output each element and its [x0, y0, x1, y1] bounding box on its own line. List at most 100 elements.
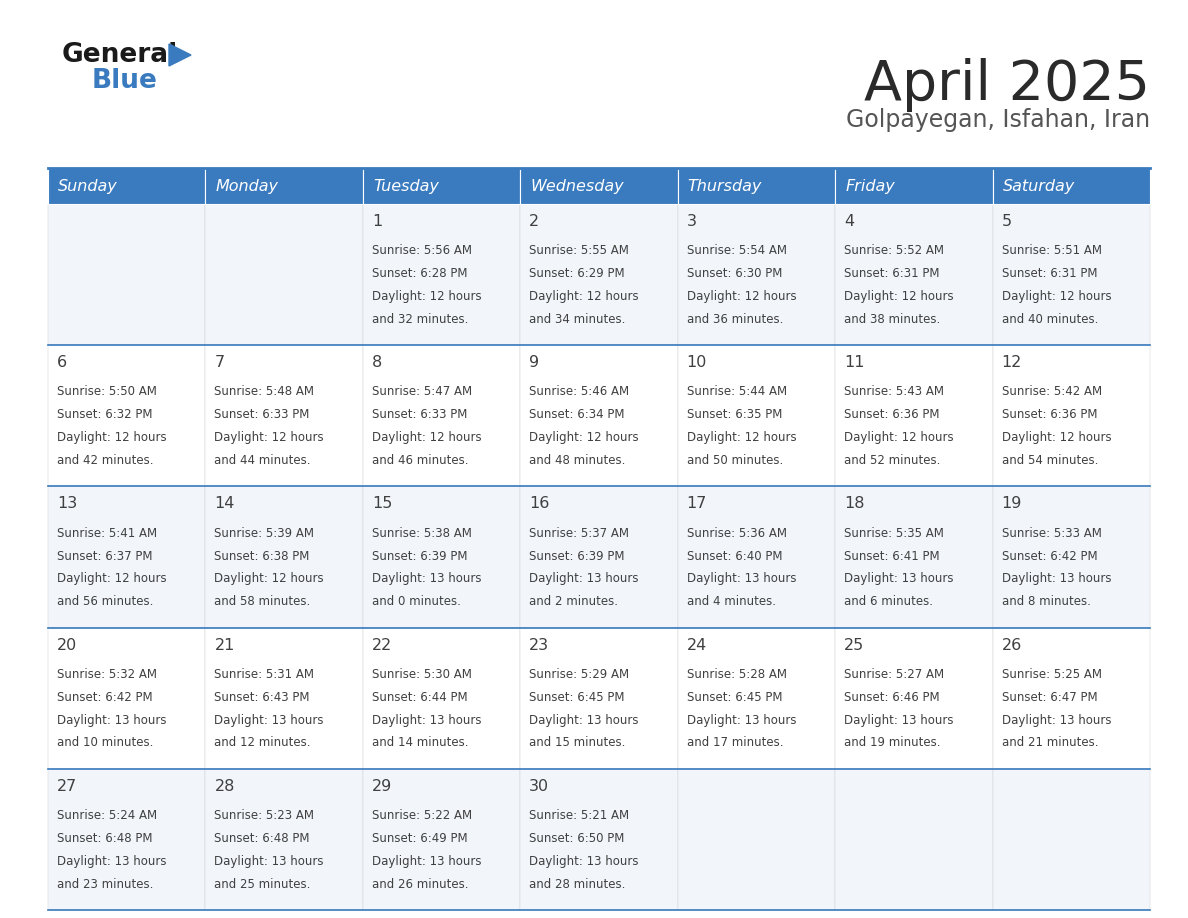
- FancyBboxPatch shape: [520, 768, 677, 910]
- FancyBboxPatch shape: [992, 628, 1150, 768]
- Text: 23: 23: [530, 638, 549, 653]
- Text: Sunset: 6:33 PM: Sunset: 6:33 PM: [214, 409, 310, 421]
- Text: and 0 minutes.: and 0 minutes.: [372, 595, 461, 609]
- Text: Thursday: Thursday: [688, 178, 762, 194]
- Text: and 46 minutes.: and 46 minutes.: [372, 454, 468, 467]
- Text: Sunset: 6:41 PM: Sunset: 6:41 PM: [845, 550, 940, 563]
- Text: Sunrise: 5:36 AM: Sunrise: 5:36 AM: [687, 527, 786, 540]
- Text: Sunrise: 5:29 AM: Sunrise: 5:29 AM: [530, 667, 630, 681]
- Text: 6: 6: [57, 355, 68, 370]
- FancyBboxPatch shape: [992, 768, 1150, 910]
- Text: 13: 13: [57, 497, 77, 511]
- Text: Sunrise: 5:28 AM: Sunrise: 5:28 AM: [687, 667, 786, 681]
- FancyBboxPatch shape: [677, 768, 835, 910]
- Text: Daylight: 12 hours: Daylight: 12 hours: [845, 290, 954, 303]
- Text: Daylight: 12 hours: Daylight: 12 hours: [1001, 290, 1111, 303]
- Text: 7: 7: [214, 355, 225, 370]
- Text: and 23 minutes.: and 23 minutes.: [57, 878, 153, 890]
- FancyBboxPatch shape: [362, 345, 520, 487]
- Text: Wednesday: Wednesday: [530, 178, 624, 194]
- Text: and 15 minutes.: and 15 minutes.: [530, 736, 626, 749]
- FancyBboxPatch shape: [992, 168, 1150, 204]
- Text: and 2 minutes.: and 2 minutes.: [530, 595, 618, 609]
- Text: Sunset: 6:43 PM: Sunset: 6:43 PM: [214, 690, 310, 704]
- Text: 17: 17: [687, 497, 707, 511]
- Text: Sunset: 6:42 PM: Sunset: 6:42 PM: [1001, 550, 1098, 563]
- Text: and 10 minutes.: and 10 minutes.: [57, 736, 153, 749]
- FancyBboxPatch shape: [992, 345, 1150, 487]
- FancyBboxPatch shape: [206, 204, 362, 345]
- Text: 22: 22: [372, 638, 392, 653]
- Text: Daylight: 13 hours: Daylight: 13 hours: [214, 855, 324, 868]
- Text: 9: 9: [530, 355, 539, 370]
- Text: Sunset: 6:47 PM: Sunset: 6:47 PM: [1001, 690, 1098, 704]
- Text: and 44 minutes.: and 44 minutes.: [214, 454, 311, 467]
- Text: Daylight: 13 hours: Daylight: 13 hours: [1001, 713, 1111, 726]
- Text: Sunset: 6:49 PM: Sunset: 6:49 PM: [372, 832, 468, 845]
- Text: and 52 minutes.: and 52 minutes.: [845, 454, 941, 467]
- Text: Daylight: 12 hours: Daylight: 12 hours: [687, 290, 796, 303]
- Text: Sunset: 6:29 PM: Sunset: 6:29 PM: [530, 267, 625, 280]
- Text: Sunrise: 5:35 AM: Sunrise: 5:35 AM: [845, 527, 944, 540]
- Text: 21: 21: [214, 638, 235, 653]
- FancyBboxPatch shape: [206, 487, 362, 628]
- Text: Sunrise: 5:24 AM: Sunrise: 5:24 AM: [57, 809, 157, 822]
- Text: 24: 24: [687, 638, 707, 653]
- Text: Sunset: 6:40 PM: Sunset: 6:40 PM: [687, 550, 782, 563]
- Text: Sunset: 6:32 PM: Sunset: 6:32 PM: [57, 409, 152, 421]
- Text: Daylight: 12 hours: Daylight: 12 hours: [372, 290, 481, 303]
- Text: 30: 30: [530, 778, 549, 794]
- FancyBboxPatch shape: [362, 487, 520, 628]
- FancyBboxPatch shape: [48, 487, 206, 628]
- Text: Sunrise: 5:42 AM: Sunrise: 5:42 AM: [1001, 386, 1101, 398]
- Text: and 48 minutes.: and 48 minutes.: [530, 454, 626, 467]
- Text: Daylight: 12 hours: Daylight: 12 hours: [214, 573, 324, 586]
- FancyBboxPatch shape: [48, 768, 206, 910]
- Text: Sunrise: 5:55 AM: Sunrise: 5:55 AM: [530, 244, 630, 257]
- Text: Sunset: 6:44 PM: Sunset: 6:44 PM: [372, 690, 468, 704]
- Text: 15: 15: [372, 497, 392, 511]
- Text: Sunset: 6:38 PM: Sunset: 6:38 PM: [214, 550, 310, 563]
- FancyBboxPatch shape: [48, 628, 206, 768]
- Text: Sunset: 6:39 PM: Sunset: 6:39 PM: [372, 550, 467, 563]
- FancyBboxPatch shape: [520, 345, 677, 487]
- Text: Sunday: Sunday: [58, 178, 118, 194]
- FancyBboxPatch shape: [206, 628, 362, 768]
- Text: Sunrise: 5:33 AM: Sunrise: 5:33 AM: [1001, 527, 1101, 540]
- Text: Daylight: 12 hours: Daylight: 12 hours: [687, 431, 796, 444]
- Text: Sunrise: 5:50 AM: Sunrise: 5:50 AM: [57, 386, 157, 398]
- Polygon shape: [169, 44, 191, 66]
- Text: Saturday: Saturday: [1003, 178, 1075, 194]
- Text: Sunrise: 5:41 AM: Sunrise: 5:41 AM: [57, 527, 157, 540]
- Text: and 8 minutes.: and 8 minutes.: [1001, 595, 1091, 609]
- Text: Sunrise: 5:22 AM: Sunrise: 5:22 AM: [372, 809, 472, 822]
- FancyBboxPatch shape: [362, 768, 520, 910]
- Text: Daylight: 13 hours: Daylight: 13 hours: [530, 573, 639, 586]
- Text: and 32 minutes.: and 32 minutes.: [372, 313, 468, 326]
- Text: Daylight: 13 hours: Daylight: 13 hours: [845, 713, 954, 726]
- FancyBboxPatch shape: [520, 628, 677, 768]
- Text: 26: 26: [1001, 638, 1022, 653]
- Text: Blue: Blue: [91, 68, 158, 94]
- Text: 19: 19: [1001, 497, 1022, 511]
- Text: and 14 minutes.: and 14 minutes.: [372, 736, 468, 749]
- Text: Sunset: 6:34 PM: Sunset: 6:34 PM: [530, 409, 625, 421]
- Text: Sunrise: 5:43 AM: Sunrise: 5:43 AM: [845, 386, 944, 398]
- Text: Sunset: 6:45 PM: Sunset: 6:45 PM: [530, 690, 625, 704]
- Text: 29: 29: [372, 778, 392, 794]
- Text: Sunrise: 5:32 AM: Sunrise: 5:32 AM: [57, 667, 157, 681]
- Text: Daylight: 13 hours: Daylight: 13 hours: [57, 713, 166, 726]
- Text: Daylight: 12 hours: Daylight: 12 hours: [372, 431, 481, 444]
- Text: Sunset: 6:39 PM: Sunset: 6:39 PM: [530, 550, 625, 563]
- Text: and 28 minutes.: and 28 minutes.: [530, 878, 626, 890]
- FancyBboxPatch shape: [362, 628, 520, 768]
- Text: Sunrise: 5:38 AM: Sunrise: 5:38 AM: [372, 527, 472, 540]
- Text: Golpayegan, Isfahan, Iran: Golpayegan, Isfahan, Iran: [846, 108, 1150, 132]
- Text: and 17 minutes.: and 17 minutes.: [687, 736, 783, 749]
- Text: 12: 12: [1001, 355, 1022, 370]
- FancyBboxPatch shape: [835, 168, 992, 204]
- Text: Sunrise: 5:23 AM: Sunrise: 5:23 AM: [214, 809, 315, 822]
- Text: Sunset: 6:33 PM: Sunset: 6:33 PM: [372, 409, 467, 421]
- FancyBboxPatch shape: [835, 487, 992, 628]
- Text: and 12 minutes.: and 12 minutes.: [214, 736, 311, 749]
